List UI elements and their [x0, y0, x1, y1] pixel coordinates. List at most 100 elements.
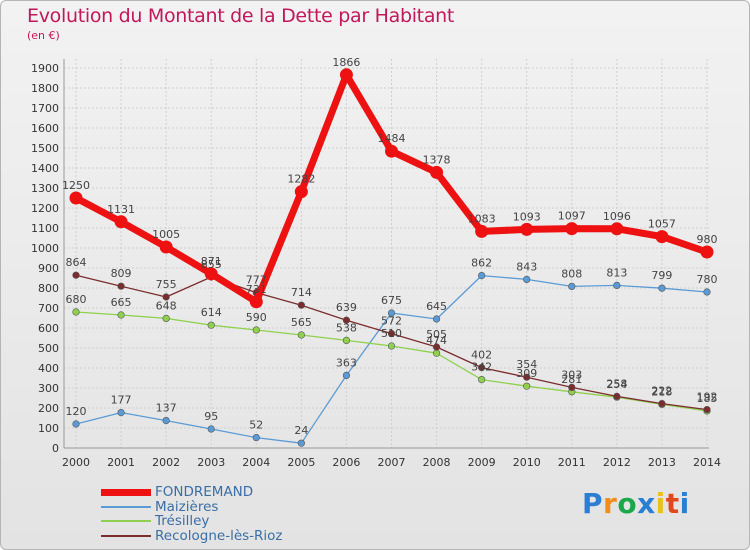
data-point: [700, 245, 714, 259]
data-label: 808: [561, 267, 582, 280]
data-label: 258: [606, 377, 627, 390]
y-tick-label: 1600: [31, 122, 59, 135]
data-label: 354: [516, 358, 537, 371]
data-label: 864: [66, 256, 87, 269]
logo-letter: P: [582, 487, 604, 520]
data-label: 799: [651, 269, 672, 282]
data-point: [162, 417, 170, 425]
y-tick-label: 1800: [31, 82, 59, 95]
data-point: [252, 434, 260, 442]
data-label: 95: [204, 410, 218, 423]
data-point: [117, 409, 125, 417]
data-label: 538: [336, 321, 357, 334]
data-label: 185: [697, 392, 718, 405]
logo-letter: i: [655, 487, 666, 520]
data-label: 510: [381, 327, 402, 340]
data-labels: 120 177 137 95 52 24 363 675 645 862 843 808 813 799 7…: [62, 56, 718, 437]
data-point: [162, 314, 170, 323]
data-point: [475, 224, 489, 238]
data-label: 777: [246, 274, 267, 287]
data-label: 254: [606, 378, 627, 391]
data-label: 120: [66, 405, 87, 418]
data-label: 862: [471, 257, 492, 270]
data-point: [432, 343, 441, 351]
data-point: [339, 68, 353, 82]
data-point: [658, 284, 666, 292]
logo-letter: o: [617, 487, 638, 520]
y-tick-label: 500: [38, 342, 59, 355]
legend-swatch: [101, 505, 151, 508]
data-label: 755: [156, 278, 177, 291]
y-tick-label: 700: [38, 302, 59, 315]
data-label: 1866: [332, 56, 360, 69]
data-label: 1378: [423, 153, 451, 166]
data-label: 177: [111, 394, 132, 407]
data-point: [568, 282, 576, 291]
y-tick-label: 1500: [31, 142, 59, 155]
x-tick-label: 2012: [603, 456, 631, 469]
y-tick-label: 0: [52, 442, 59, 455]
x-tick-label: 2013: [648, 456, 676, 469]
data-point: [69, 191, 83, 205]
data-point: [568, 383, 576, 392]
y-tick-label: 200: [38, 402, 59, 415]
data-label: 1093: [513, 210, 541, 223]
data-point: [387, 309, 396, 317]
data-label: 614: [201, 306, 222, 319]
data-label: 137: [156, 402, 177, 415]
data-point: [432, 315, 441, 323]
y-tick-label: 600: [38, 322, 59, 335]
data-point: [655, 230, 669, 244]
data-label: 1250: [62, 179, 90, 192]
y-tick-label: 300: [38, 382, 59, 395]
data-label: 572: [381, 315, 402, 328]
data-label: 1083: [468, 212, 496, 225]
data-point: [117, 282, 125, 290]
chart-unit: (en €): [27, 29, 60, 42]
data-point: [385, 144, 398, 158]
legend-item: Maizières: [101, 499, 283, 515]
y-tick-label: 1200: [31, 202, 59, 215]
data-point: [297, 331, 305, 339]
data-point: [342, 316, 351, 324]
data-label: 1484: [378, 132, 406, 145]
data-point: [297, 301, 305, 309]
legend: FONDREMAND Maizières Trésilley Recologne-lè…: [101, 485, 283, 543]
x-tick-label: 2007: [378, 456, 406, 469]
data-point: [478, 376, 486, 384]
data-label: 639: [336, 301, 357, 314]
data-label: 675: [381, 294, 402, 307]
logo-letter: t: [665, 487, 680, 520]
data-point: [117, 311, 125, 319]
data-label: 402: [471, 349, 492, 362]
data-label: 192: [697, 391, 718, 404]
legend-label: Recologne-lès-Rioz: [155, 527, 283, 544]
data-label: 52: [249, 419, 263, 432]
data-point: [342, 336, 351, 345]
data-label: 855: [201, 258, 222, 271]
data-point: [703, 406, 711, 414]
logo-letter: i: [679, 487, 690, 520]
data-label: 1057: [648, 218, 676, 231]
data-point: [387, 342, 396, 350]
data-point: [387, 330, 396, 338]
data-point: [252, 326, 260, 334]
data-point: [72, 420, 80, 428]
x-tick-label: 2006: [332, 456, 360, 469]
data-point: [613, 392, 621, 401]
legend-swatch: [101, 488, 151, 496]
x-tick-label: 2002: [152, 456, 180, 469]
data-label: 342: [471, 361, 492, 374]
data-label: 843: [516, 260, 537, 273]
data-point: [114, 215, 128, 229]
x-tick-label: 2003: [197, 456, 225, 469]
data-point: [523, 382, 531, 390]
legend-swatch: [101, 534, 151, 537]
data-point: [478, 364, 486, 372]
data-point: [523, 275, 531, 284]
data-label: 648: [156, 299, 177, 312]
data-label: 665: [111, 296, 132, 309]
data-point: [162, 293, 170, 301]
data-label: 1096: [603, 210, 631, 223]
